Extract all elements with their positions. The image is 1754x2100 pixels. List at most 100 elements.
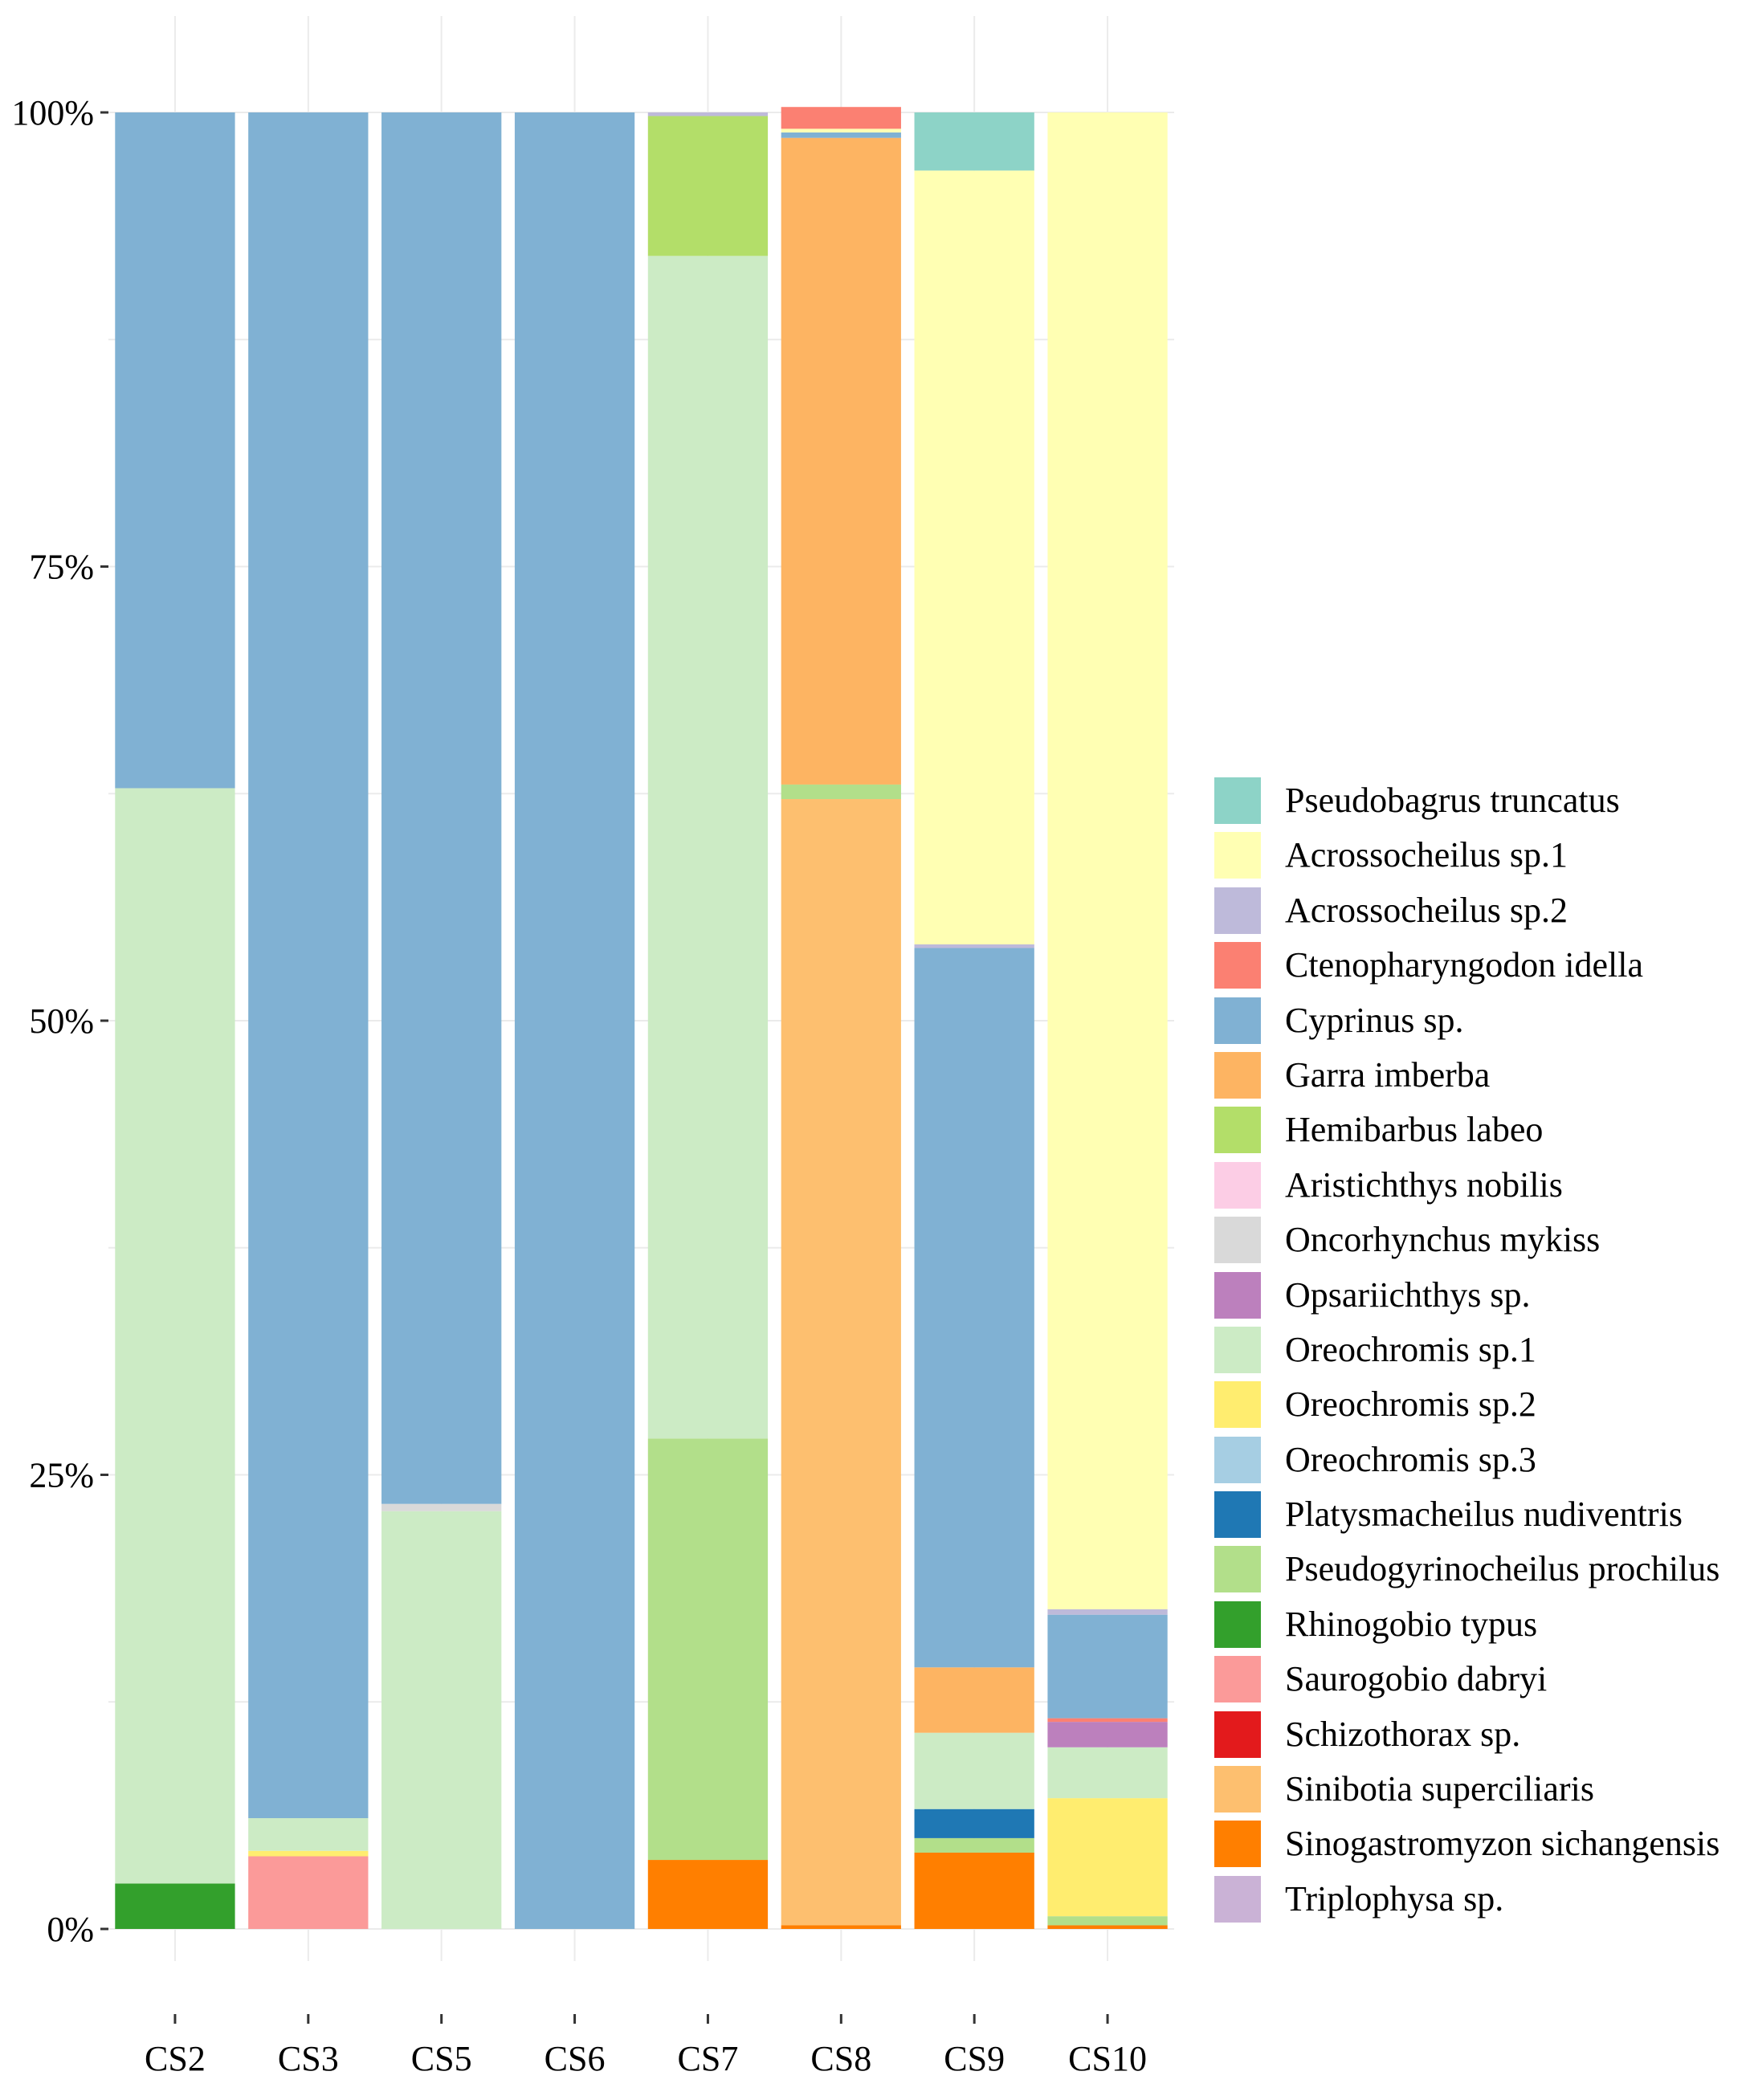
legend-item: Rhinogobio typus [1214,1600,1744,1656]
legend-swatch [1214,1326,1261,1373]
bar-segment-cs7-hemibarbus-labeo [647,116,769,256]
legend-swatch [1214,1107,1261,1154]
x-tick-label: CS8 [810,2039,871,2078]
bar-segment-cs3-oreochromis-sp-2 [248,1850,369,1857]
bar-segment-cs2-oreochromis-sp-1 [115,788,235,1884]
legend-label: Schizothorax sp. [1285,1714,1521,1754]
x-tick-label: CS5 [411,2039,472,2078]
bar-segment-cs9-pseudobagrus-truncatus [914,112,1034,171]
legend-label: Oreochromis sp.2 [1285,1384,1536,1425]
x-tick-label: CS7 [678,2039,739,2078]
legend-item: Platysmacheilus nudiventris [1214,1491,1744,1546]
bar-segment-cs9-oreochromis-sp-1 [914,1732,1034,1809]
bar-segment-cs10-acrossocheilus-sp-2 [1047,1609,1168,1615]
x-tick-label: CS2 [145,2039,206,2078]
legend-item: Oreochromis sp.2 [1214,1381,1744,1436]
legend-item: Ctenopharyngodon idella [1214,942,1744,997]
bar-segment-cs8-acrossocheilus-sp-1 [781,128,901,133]
bar-segment-cs10-sinogastromyzon-sichangensis [1047,1925,1168,1929]
legend-item: Schizothorax sp. [1214,1711,1744,1766]
legend-swatch [1214,832,1261,879]
legend-label: Rhinogobio typus [1285,1604,1538,1644]
bar-segment-cs7-sinogastromyzon-sichangensis [647,1860,769,1929]
legend-swatch [1214,1600,1261,1648]
legend-label: Saurogobio dabryi [1285,1659,1548,1699]
legend-item: Oreochromis sp.1 [1214,1326,1744,1381]
legend-item: Aristichthys nobilis [1214,1161,1744,1217]
y-tick-label: 100% [11,93,94,133]
legend-item: Acrossocheilus sp.2 [1214,887,1744,942]
x-tick-label: CS10 [1068,2039,1147,2078]
y-tick-label: 0% [47,1910,94,1949]
bar-segment-cs8-pseudogyrinocheilus-prochilus [781,784,901,800]
legend-swatch [1214,1161,1261,1209]
x-tick-label: CS9 [944,2039,1005,2078]
y-tick-label: 50% [29,1001,94,1041]
legend-label: Sinogastromyzon sichangensis [1285,1824,1720,1864]
legend-item: Oncorhynchus mykiss [1214,1217,1744,1271]
legend-label: Oreochromis sp.3 [1285,1439,1536,1479]
bar-segment-cs2-rhinogobio-typus [115,1883,235,1929]
legend-label: Triplophysa sp. [1285,1878,1504,1919]
bar-segment-cs3-oreochromis-sp-1 [248,1818,369,1851]
bar-segment-cs7-pseudogyrinocheilus-prochilus [647,1438,769,1861]
legend-item: Hemibarbus labeo [1214,1107,1744,1161]
legend-item: Opsariichthys sp. [1214,1271,1744,1327]
bar-segment-cs9-platysmacheilus-nudiventris [914,1808,1034,1838]
legend-swatch [1214,942,1261,989]
legend-swatch [1214,1491,1261,1539]
legend-label: Platysmacheilus nudiventris [1285,1494,1683,1535]
legend-label: Sinibotia superciliaris [1285,1769,1594,1809]
bar-segment-cs10-oreochromis-sp-2 [1047,1798,1168,1917]
bar-segment-cs9-cyprinus-sp [914,948,1034,1668]
legend-swatch [1214,1875,1261,1923]
legend-swatch [1214,1051,1261,1099]
bar-segment-cs5-oncorhynchus-mykiss [381,1503,502,1511]
bar-segment-cs8-cyprinus-sp [781,132,901,138]
legend-label: Oncorhynchus mykiss [1285,1220,1601,1260]
legend-label: Pseudogyrinocheilus prochilus [1285,1549,1720,1589]
legend-item: Pseudogyrinocheilus prochilus [1214,1546,1744,1600]
bar-segment-cs8-sinibotia-superciliaris [781,799,901,1926]
bar-segment-cs10-acrossocheilus-sp-1 [1047,112,1168,1609]
bar-segment-cs10-opsariichthys-sp [1047,1722,1168,1747]
bar-segment-cs10-pseudogyrinocheilus-prochilus [1047,1916,1168,1926]
legend-item: Cyprinus sp. [1214,997,1744,1052]
legend-swatch [1214,887,1261,934]
bar-segment-cs9-sinogastromyzon-sichangensis [914,1852,1034,1929]
legend-swatch [1214,1546,1261,1593]
legend-label: Aristichthys nobilis [1285,1164,1563,1205]
legend-label: Acrossocheilus sp.2 [1285,890,1568,930]
bar-segment-cs9-acrossocheilus-sp-2 [914,944,1034,948]
bar-segment-cs10-oreochromis-sp-1 [1047,1747,1168,1799]
bar-segment-cs5-cyprinus-sp [381,112,502,1504]
legend: Pseudobagrus truncatus Acrossocheilus sp.… [1214,777,1744,1931]
bar-segment-cs3-cyprinus-sp [248,112,369,1819]
bar-segment-cs7-acrossocheilus-sp-2 [647,112,769,116]
axis-layer: 0% 25% 50% 75% 100% CS2 CS3 CS5 CS6 CS7 CS8 CS9 CS10 [11,93,1147,2078]
bar-segment-cs8-ctenopharyngodon-idella [781,107,901,129]
legend-swatch [1214,777,1261,824]
legend-label: Hemibarbus labeo [1285,1110,1544,1150]
bar-segment-cs9-acrossocheilus-sp-1 [914,170,1034,944]
legend-swatch [1214,1381,1261,1429]
bar-segment-cs6-cyprinus-sp [514,112,635,1929]
bar-segment-cs3-saurogobio-dabryi [248,1856,369,1929]
bar-segment-cs8-sinogastromyzon-sichangensis [781,1925,901,1929]
x-tick-label: CS6 [545,2039,606,2078]
bar-segment-cs8-garra-imberba [781,137,901,785]
legend-item: Garra imberba [1214,1051,1744,1107]
bar-segment-cs7-oreochromis-sp-1 [647,255,769,1439]
legend-swatch [1214,997,1261,1044]
bar-segment-cs9-pseudogyrinocheilus-prochilus [914,1837,1034,1853]
legend-label: Oreochromis sp.1 [1285,1329,1536,1369]
legend-swatch [1214,1271,1261,1319]
legend-swatch [1214,1656,1261,1703]
bars-layer [115,107,1168,1929]
legend-item: Sinibotia superciliaris [1214,1766,1744,1821]
legend-swatch [1214,1711,1261,1758]
legend-item: Acrossocheilus sp.1 [1214,832,1744,887]
bar-segment-cs2-cyprinus-sp [115,112,235,789]
